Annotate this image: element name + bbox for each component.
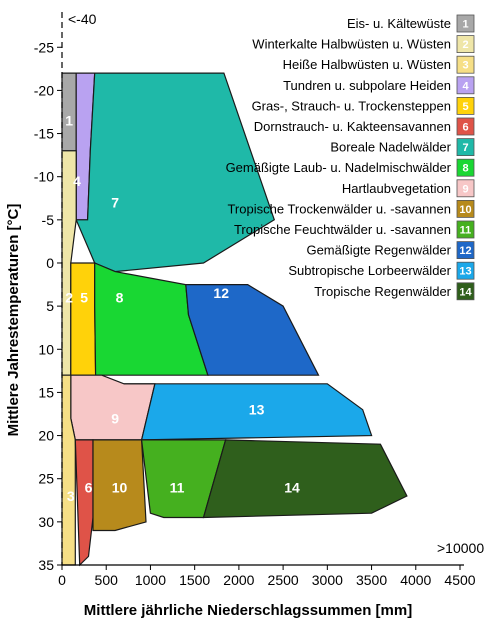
legend-label-13: Subtropische Lorbeerwälder	[288, 263, 451, 278]
legend-number-7: 7	[462, 142, 468, 154]
region-number-14: 14	[284, 479, 300, 495]
legend-label-5: Gras-, Strauch- u. Trockensteppen	[252, 98, 451, 113]
y-tick-label: 35	[38, 557, 54, 573]
region-number-5: 5	[80, 290, 88, 306]
legend-swatch-8	[456, 158, 475, 177]
legend-swatch-3	[456, 55, 475, 74]
region-number-9: 9	[111, 410, 119, 426]
legend-swatch-11	[456, 220, 475, 239]
region-number-1: 1	[65, 113, 73, 129]
legend-number-6: 6	[462, 122, 468, 134]
legend-swatch-13	[456, 261, 475, 280]
y-tick-label: 20	[38, 428, 54, 444]
legend-number-8: 8	[462, 163, 468, 175]
region-number-12: 12	[213, 285, 229, 301]
y-tick-label: 10	[38, 341, 54, 357]
legend-swatch-5	[456, 97, 475, 115]
region-number-6: 6	[85, 479, 93, 495]
y-tick-label: -5	[42, 212, 55, 228]
biome-region-11	[140, 439, 227, 519]
x-tick-label: 2000	[223, 572, 254, 588]
legend-swatch-1	[456, 14, 475, 33]
y-axis-ticks: -25 -20 -15 -10 -5 0 5 10 15 20 25 30 35	[34, 39, 62, 573]
x-axis-ticks: 0 500 1000 1500 2000 2500 3000 3500 4000 4500	[58, 565, 476, 588]
biome-region-12	[185, 284, 320, 376]
legend-swatch-7	[456, 138, 475, 157]
legend-number-12: 12	[459, 245, 471, 257]
biome-region-6	[74, 439, 94, 567]
x-tick-label: 500	[95, 572, 119, 588]
y-tick-label: -15	[34, 126, 54, 142]
x-tick-label: 4500	[444, 572, 475, 588]
legend-swatch-2	[456, 35, 475, 53]
legend-number-2: 2	[462, 39, 468, 51]
biome-region-9	[70, 374, 156, 441]
region-number-13: 13	[249, 402, 265, 418]
region-number-2: 2	[65, 290, 73, 306]
legend-label-3: Heiße Halbwüsten u. Wüsten	[283, 57, 451, 72]
legend-label-4: Tundren u. subpolare Heiden	[283, 78, 451, 93]
right-edge-label: >10000	[437, 540, 484, 556]
biome-region-13	[123, 383, 373, 441]
legend-label-14: Tropische Regenwälder	[314, 284, 451, 299]
y-tick-label: -25	[34, 39, 54, 55]
biome-regions	[61, 72, 408, 567]
legend-swatch-12	[456, 241, 475, 260]
legend-label-12: Gemäßigte Regenwälder	[306, 243, 451, 258]
chart-axes	[61, 12, 464, 566]
legend-swatch-9	[456, 179, 475, 198]
legend-swatch-4	[456, 76, 475, 95]
region-number-11: 11	[170, 479, 185, 495]
region-number-3: 3	[67, 488, 75, 504]
x-tick-label: 3500	[356, 572, 387, 588]
legend-number-9: 9	[462, 183, 468, 195]
y-tick-label: -20	[34, 82, 54, 98]
biome-region-5	[70, 262, 97, 376]
legend-label-9: Hartlaubvegetation	[342, 181, 451, 196]
legend-swatch-6	[456, 117, 475, 136]
top-edge-label: <-40	[68, 11, 97, 27]
y-tick-label: 15	[38, 384, 54, 400]
legend-number-3: 3	[462, 60, 468, 72]
y-tick-label: 5	[46, 298, 54, 314]
x-tick-label: 1000	[135, 572, 166, 588]
y-tick-label: 0	[46, 255, 54, 271]
legend-number-11: 11	[460, 225, 472, 237]
legend-number-5: 5	[462, 101, 468, 113]
x-tick-label: 4000	[400, 572, 431, 588]
y-tick-label: 25	[38, 471, 54, 487]
legend-number-14: 14	[459, 286, 472, 298]
legend-label-2: Winterkalte Halbwüsten u. Wüsten	[252, 37, 451, 52]
region-number-10: 10	[112, 479, 128, 495]
legend-label-7: Boreale Nadelwälder	[330, 140, 451, 155]
y-tick-label: -10	[34, 169, 54, 185]
legend-number-4: 4	[462, 80, 469, 92]
legend-label-10: Tropische Trockenwälder u. -savannen	[227, 201, 451, 216]
x-tick-label: 2500	[268, 572, 299, 588]
x-tick-label: 0	[58, 572, 66, 588]
x-tick-label: 3000	[312, 572, 343, 588]
legend-label-1: Eis- u. Kältewüste	[347, 16, 451, 31]
x-tick-label: 1500	[179, 572, 210, 588]
region-number-4: 4	[73, 173, 81, 189]
biome-region-10	[92, 439, 147, 532]
legend-number-13: 13	[459, 266, 471, 278]
x-axis-title: Mittlere jährliche Niederschlagssummen […	[84, 602, 412, 619]
y-tick-label: 30	[38, 514, 54, 530]
legend: 1 Eis- u. Kältewüste 2 Winterkalte Halbwüst…	[226, 14, 475, 301]
legend-number-10: 10	[459, 204, 471, 216]
legend-swatch-10	[456, 199, 475, 218]
legend-label-11: Tropische Feuchtwälder u. -savannen	[234, 222, 451, 237]
y-axis-title: Mittlere Jahrestemperaturen [°C]	[5, 204, 22, 437]
legend-label-8: Gemäßigte Laub- u. Nadelmischwälder	[226, 160, 452, 175]
legend-swatch-14	[456, 282, 475, 301]
legend-number-1: 1	[462, 19, 468, 31]
biome-region-14	[202, 439, 408, 519]
region-number-8: 8	[116, 290, 124, 306]
legend-label-6: Dornstrauch- u. Kakteensavannen	[254, 119, 451, 134]
region-number-7: 7	[111, 195, 119, 211]
